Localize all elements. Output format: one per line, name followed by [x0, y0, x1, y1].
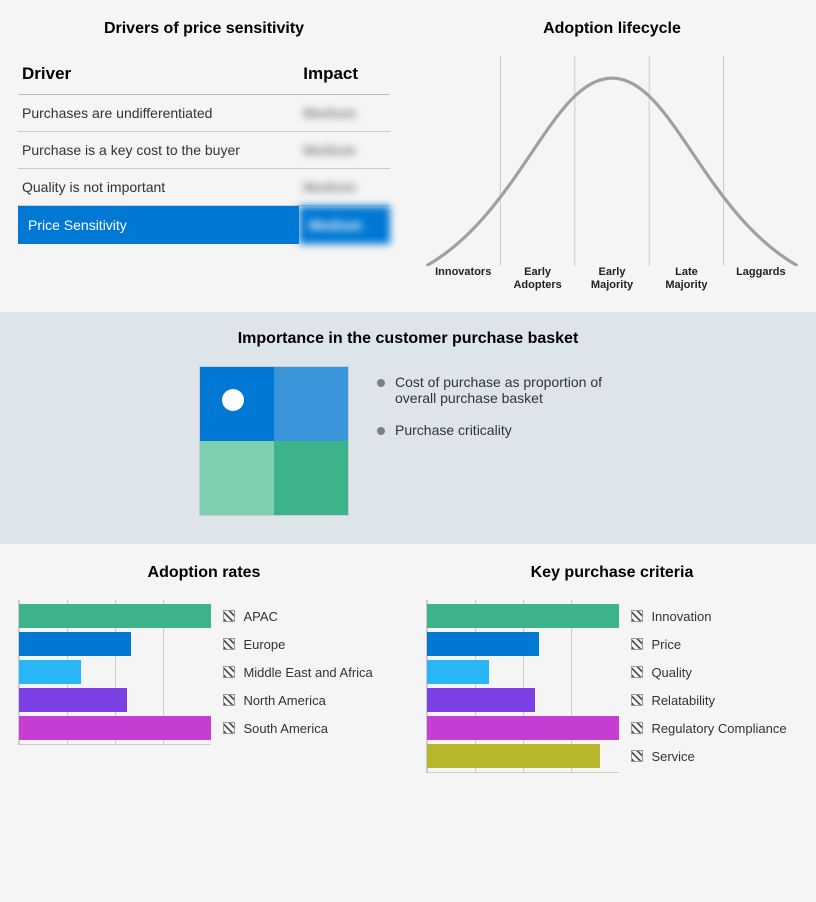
driver-cell: Purchases are undifferentiated	[18, 95, 299, 132]
bar	[19, 632, 131, 656]
lifecycle-segment: EarlyAdopters	[500, 266, 574, 292]
impact-cell: Medium	[299, 169, 390, 206]
drivers-col-driver: Driver	[18, 56, 299, 95]
criteria-chart	[426, 600, 619, 773]
basket-legend-item: Purchase criticality	[377, 422, 617, 438]
bar	[427, 660, 489, 684]
bar	[427, 632, 539, 656]
driver-cell: Quality is not important	[18, 169, 299, 206]
impact-cell: Medium	[299, 132, 390, 169]
legend-label: Relatability	[651, 693, 715, 708]
legend-item: APAC	[223, 604, 390, 628]
bar	[19, 660, 81, 684]
basket-marker	[222, 389, 244, 411]
drivers-total-label: Price Sensitivity	[18, 206, 299, 245]
legend-label: Europe	[243, 637, 285, 652]
driver-cell: Purchase is a key cost to the buyer	[18, 132, 299, 169]
bar	[427, 688, 535, 712]
lifecycle-segment: LateMajority	[649, 266, 723, 292]
legend-swatch	[631, 666, 643, 678]
legend-item: Innovation	[631, 604, 798, 628]
legend-swatch	[223, 694, 235, 706]
criteria-title: Key purchase criteria	[426, 564, 798, 582]
basket-title: Importance in the customer purchase bask…	[0, 330, 816, 348]
legend-item: Service	[631, 744, 798, 768]
adoption-panel: Adoption rates APAC Europe Middle East and…	[0, 544, 408, 793]
bar	[427, 744, 600, 768]
lifecycle-title: Adoption lifecycle	[426, 20, 798, 38]
legend-swatch	[631, 750, 643, 762]
drivers-col-impact: Impact	[299, 56, 390, 95]
bar	[427, 716, 619, 740]
legend-swatch	[631, 694, 643, 706]
lifecycle-segment: EarlyMajority	[575, 266, 649, 292]
legend-label: North America	[243, 693, 325, 708]
legend-swatch	[631, 722, 643, 734]
legend-item: Quality	[631, 660, 798, 684]
lifecycle-chart	[426, 56, 798, 266]
legend-item: Relatability	[631, 688, 798, 712]
bar	[427, 604, 619, 628]
drivers-table: Driver Impact Purchases are undifferenti…	[18, 56, 390, 244]
legend-label: Price	[651, 637, 681, 652]
bar	[19, 688, 127, 712]
basket-legend: Cost of purchase as proportion of overal…	[377, 366, 617, 454]
legend-label: Regulatory Compliance	[651, 721, 786, 736]
lifecycle-labels: InnovatorsEarlyAdoptersEarlyMajorityLate…	[426, 266, 798, 292]
legend-item: Middle East and Africa	[223, 660, 390, 684]
impact-cell: Medium	[299, 95, 390, 132]
bar	[19, 604, 211, 628]
legend-swatch	[223, 610, 235, 622]
legend-swatch	[223, 638, 235, 650]
legend-swatch	[223, 666, 235, 678]
criteria-legend: Innovation Price Quality Relatability Regula…	[631, 600, 798, 773]
legend-swatch	[223, 722, 235, 734]
basket-quadrant	[199, 366, 349, 516]
adoption-chart	[18, 600, 211, 745]
lifecycle-segment: Innovators	[426, 266, 500, 292]
legend-item: Regulatory Compliance	[631, 716, 798, 740]
legend-label: Innovation	[651, 609, 711, 624]
lifecycle-segment: Laggards	[724, 266, 798, 292]
basket-legend-item: Cost of purchase as proportion of overal…	[377, 374, 617, 406]
drivers-panel: Drivers of price sensitivity Driver Impa…	[0, 0, 408, 312]
bar	[19, 716, 211, 740]
lifecycle-panel: Adoption lifecycle InnovatorsEarlyAdopte…	[408, 0, 816, 312]
legend-label: Service	[651, 749, 694, 764]
legend-label: Quality	[651, 665, 691, 680]
basket-panel: Importance in the customer purchase bask…	[0, 312, 816, 544]
legend-label: Middle East and Africa	[243, 665, 372, 680]
legend-label: South America	[243, 721, 328, 736]
legend-item: Price	[631, 632, 798, 656]
legend-item: South America	[223, 716, 390, 740]
legend-label: APAC	[243, 609, 277, 624]
adoption-legend: APAC Europe Middle East and Africa North Am…	[223, 600, 390, 745]
drivers-total-value: Medium	[299, 206, 390, 245]
legend-swatch	[631, 610, 643, 622]
legend-item: North America	[223, 688, 390, 712]
adoption-title: Adoption rates	[18, 564, 390, 582]
criteria-panel: Key purchase criteria Innovation Price Qua…	[408, 544, 816, 793]
legend-swatch	[631, 638, 643, 650]
drivers-title: Drivers of price sensitivity	[18, 20, 390, 38]
legend-item: Europe	[223, 632, 390, 656]
